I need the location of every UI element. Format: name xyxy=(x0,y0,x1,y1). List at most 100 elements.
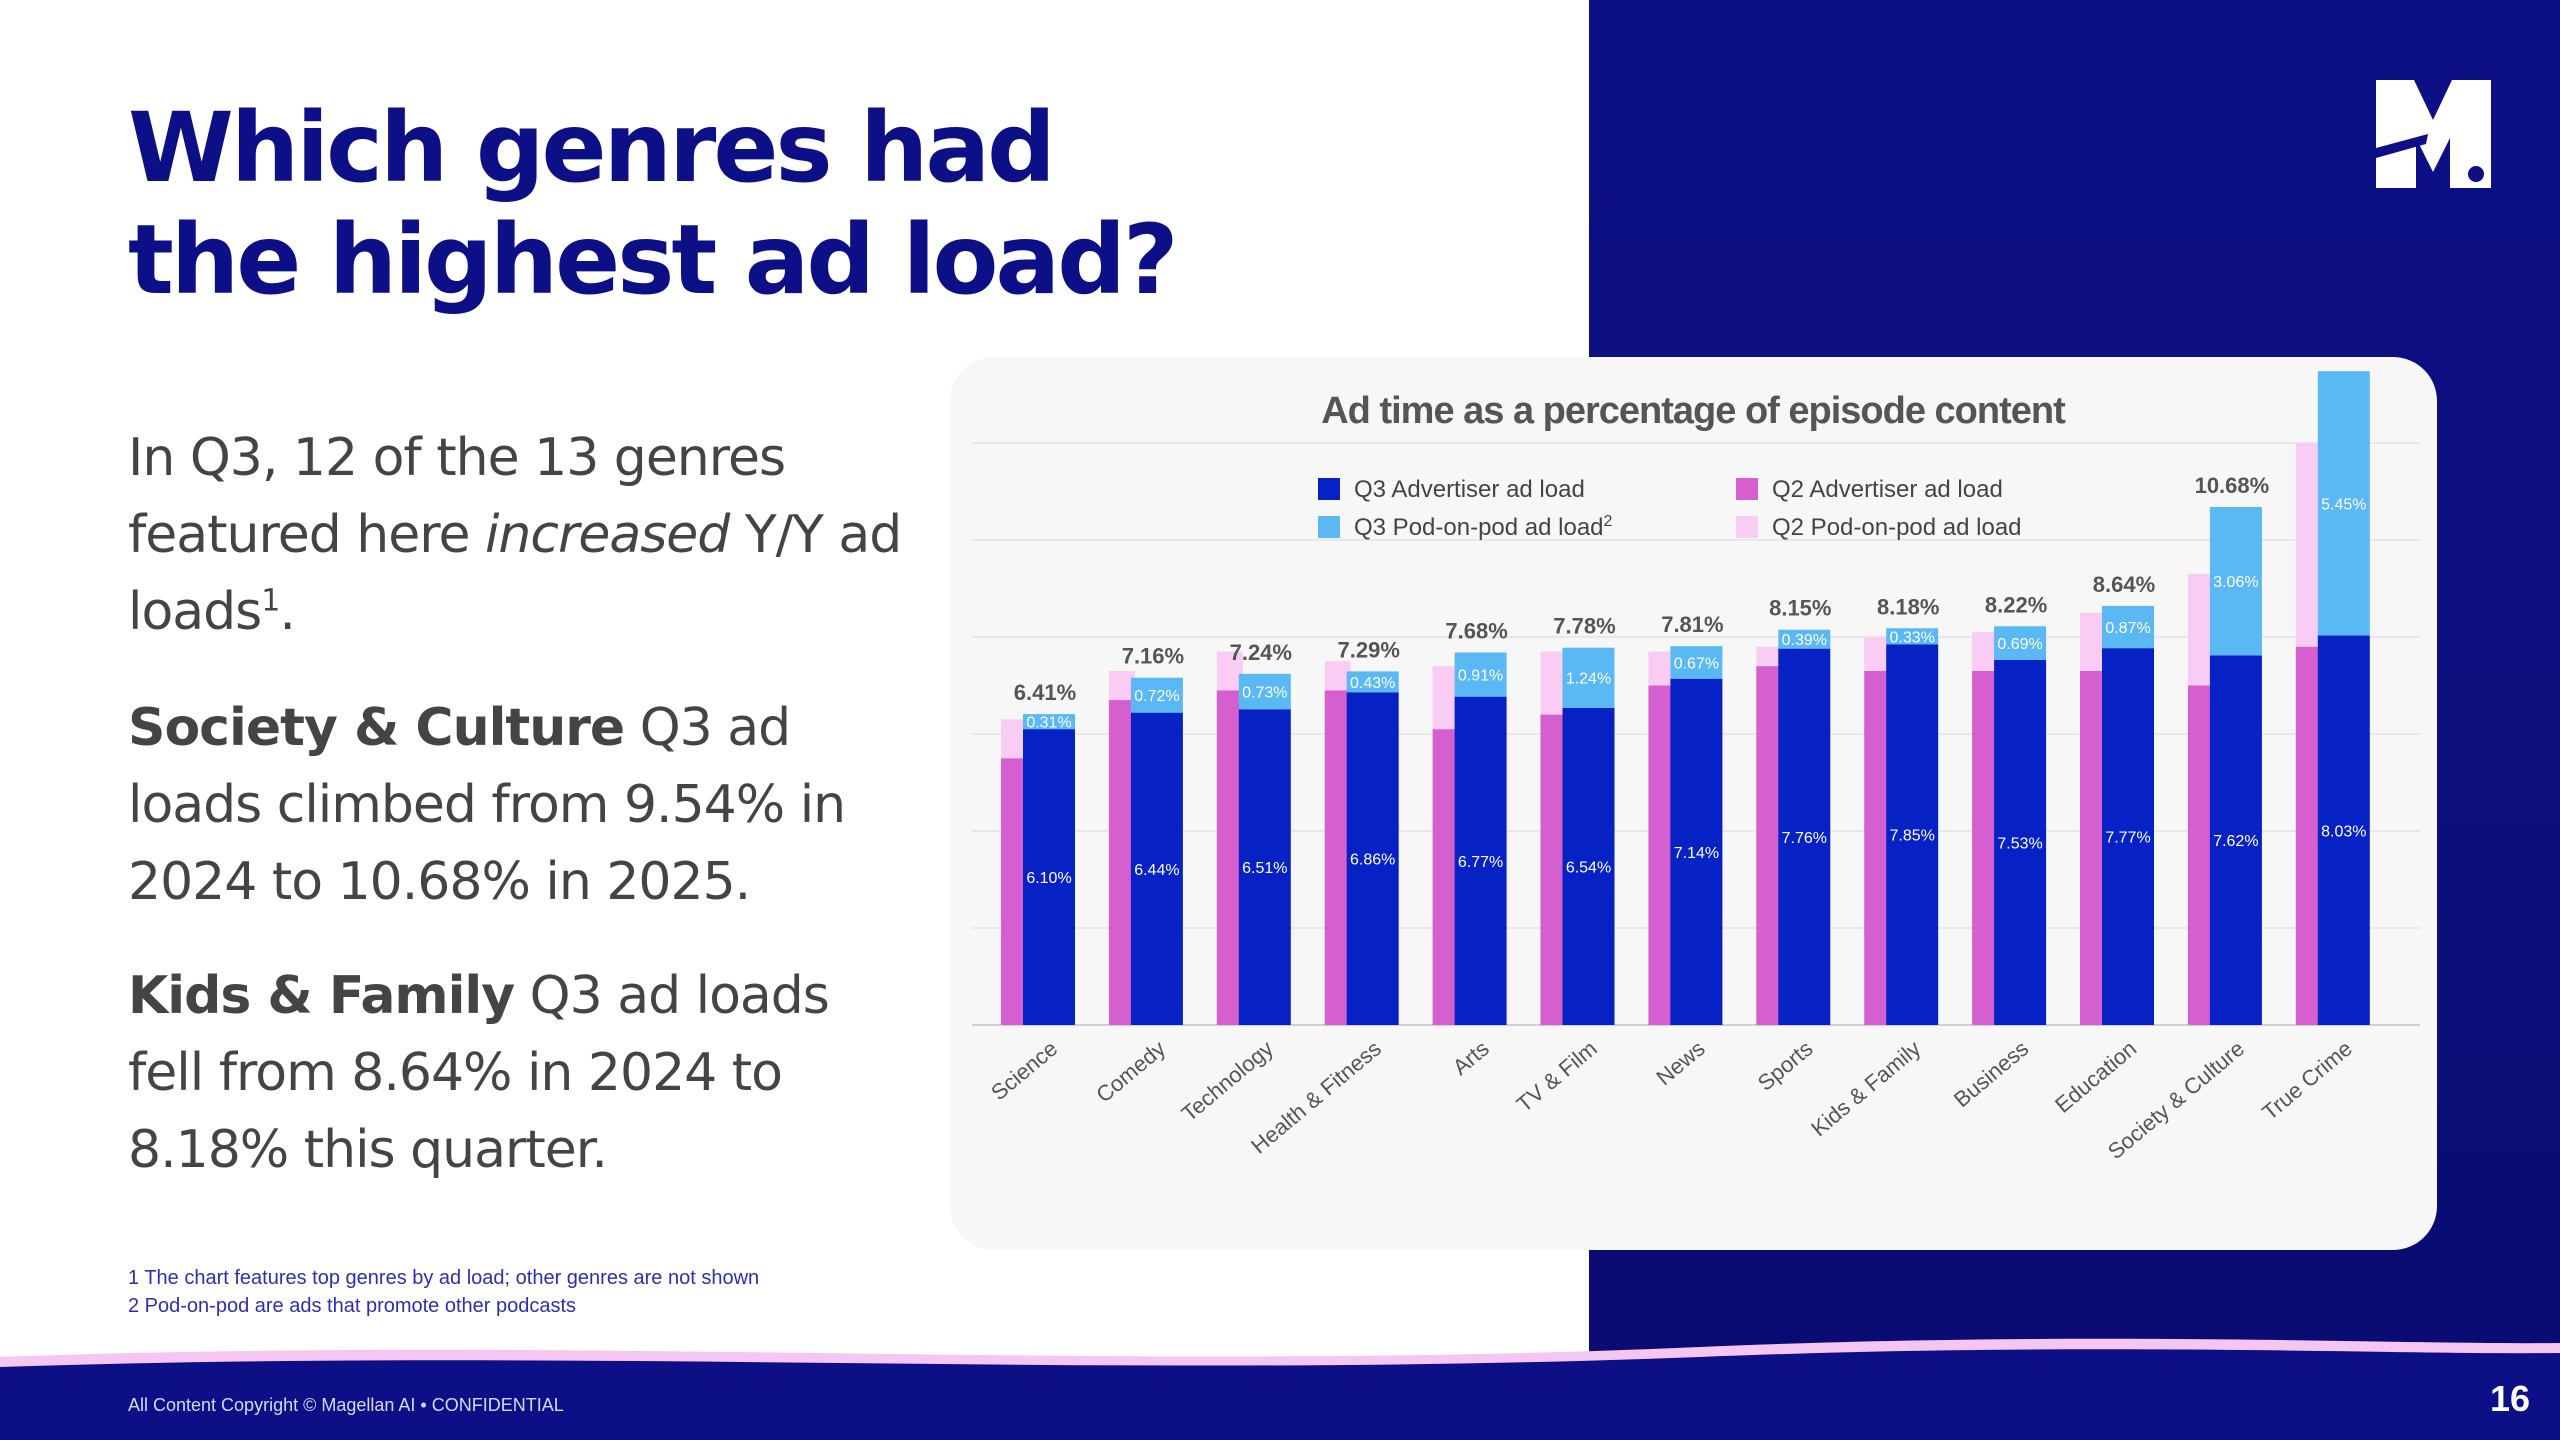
q3-pod-bar xyxy=(1670,646,1723,679)
q2-advertiser-bar xyxy=(1001,758,1027,1025)
legend-swatch xyxy=(1318,516,1340,538)
legend-swatch xyxy=(1736,516,1758,538)
footer-wave-band xyxy=(0,1338,2560,1440)
q3-advertiser-bar xyxy=(1023,729,1075,1025)
page-number: 16 xyxy=(2489,1378,2530,1419)
chart-title: Ad time as a percentage of episode conte… xyxy=(1321,390,2066,432)
legend-swatch xyxy=(1318,478,1340,500)
q3-advertiser-label: 8.03% xyxy=(2321,823,2366,840)
chart-card: Ad time as a percentage of episode conte… xyxy=(950,357,2437,1250)
q3-pod-bar xyxy=(1023,714,1075,730)
q2-pod-bar xyxy=(1540,651,1567,715)
q3-total-label: 13.48% xyxy=(2302,357,2377,362)
q3-advertiser-bar xyxy=(1778,648,1831,1025)
q2-pod-bar xyxy=(1864,636,1891,671)
q3-pod-bar xyxy=(1238,673,1291,710)
q3-total-label: 8.18% xyxy=(1877,594,1939,619)
intro-text-b: Y/Y ad loads xyxy=(128,505,902,642)
x-tick-label: TV & Film xyxy=(1512,1036,1602,1117)
q3-pod-bar xyxy=(2209,507,2262,656)
q3-pod-bar xyxy=(1454,652,1507,697)
q3-advertiser-bar xyxy=(2102,648,2154,1025)
q3-advertiser-label: 6.77% xyxy=(1458,854,1503,871)
q2-pod-bar xyxy=(2295,442,2322,647)
q2-pod-bar xyxy=(1216,651,1243,691)
q3-total-label: 8.15% xyxy=(1769,596,1831,621)
x-tick-label: Kids & Family xyxy=(1806,1036,1925,1142)
society-culture-paragraph: Society & Culture Q3 ad loads climbed fr… xyxy=(128,690,908,921)
q3-pod-bar xyxy=(2102,605,2154,649)
q2-advertiser-bar xyxy=(1324,690,1351,1025)
q3-pod-label: 0.43% xyxy=(1350,675,1395,692)
q3-advertiser-bar xyxy=(2317,635,2370,1025)
intro-emphasis: increased xyxy=(484,505,730,565)
q2-pod-bar xyxy=(1756,646,1783,667)
q3-pod-label: 5.45% xyxy=(2321,496,2366,513)
q2-advertiser-bar xyxy=(1216,690,1243,1025)
q3-advertiser-label: 6.86% xyxy=(1350,852,1395,869)
society-culture-text: Q3 ad loads climbed from 9.54% in 2024 t… xyxy=(128,698,846,912)
q2-pod-bar xyxy=(2080,612,2106,671)
legend-label: Q2 Pod-on-pod ad load xyxy=(1772,514,2022,541)
x-tick-label: Sports xyxy=(1753,1036,1818,1096)
q3-pod-label: 0.31% xyxy=(1026,715,1071,732)
x-tick-label: Technology xyxy=(1177,1036,1278,1127)
q3-pod-label: 0.72% xyxy=(1134,688,1179,705)
q3-pod-bar xyxy=(1346,671,1399,693)
q3-total-label: 10.68% xyxy=(2195,473,2270,498)
q2-pod-bar xyxy=(1108,670,1135,701)
q3-advertiser-bar xyxy=(1238,709,1291,1025)
q3-total-label: 8.22% xyxy=(1985,592,2047,617)
q3-pod-label: 0.69% xyxy=(1997,636,2042,653)
q3-pod-label: 0.33% xyxy=(1890,629,1935,646)
x-tick-label: Science xyxy=(986,1036,1062,1105)
q2-pod-bar xyxy=(1001,719,1027,759)
footnotes: 1 The chart features top genres by ad lo… xyxy=(128,1264,759,1320)
society-culture-highlight: Society & Culture xyxy=(128,698,625,758)
intro-text-a: In Q3, 12 of the 13 genres featured here xyxy=(128,428,786,565)
q3-pod-label: 0.39% xyxy=(1782,632,1827,649)
x-tick-label: Business xyxy=(1949,1036,2033,1113)
footnote-1: 1 The chart features top genres by ad lo… xyxy=(128,1267,760,1289)
q2-advertiser-bar xyxy=(2295,646,2322,1025)
q3-total-label: 8.64% xyxy=(2093,572,2155,597)
q2-pod-bar xyxy=(1972,632,1999,671)
q2-advertiser-bar xyxy=(1648,685,1675,1025)
q3-pod-label: 1.24% xyxy=(1566,671,1611,688)
q3-pod-bar xyxy=(1562,647,1615,708)
copyright-notice: All Content Copyright © Magellan AI • CO… xyxy=(128,1395,564,1415)
q2-pod-bar xyxy=(1432,666,1459,730)
q2-advertiser-bar xyxy=(2080,670,2106,1025)
q2-advertiser-bar xyxy=(1432,729,1459,1025)
q3-total-label: 7.16% xyxy=(1122,644,1184,669)
q3-advertiser-label: 6.44% xyxy=(1134,862,1179,879)
q2-advertiser-bar xyxy=(1864,670,1891,1025)
ad-load-bar-chart: Ad time as a percentage of episode conte… xyxy=(972,357,2420,1164)
q3-advertiser-label: 7.76% xyxy=(1782,830,1827,847)
q3-advertiser-label: 7.62% xyxy=(2213,833,2258,850)
q3-total-label: 7.81% xyxy=(1661,612,1723,637)
q3-pod-bar xyxy=(2317,371,2370,636)
q2-advertiser-bar xyxy=(2187,685,2214,1025)
q2-pod-bar xyxy=(1324,661,1351,691)
q3-advertiser-label: 7.85% xyxy=(1890,828,1935,845)
q3-advertiser-label: 6.54% xyxy=(1566,859,1611,876)
x-tick-label: Arts xyxy=(1448,1036,1494,1080)
magellan-logo xyxy=(2376,80,2491,188)
q3-pod-label: 0.91% xyxy=(1458,668,1503,685)
legend-swatch xyxy=(1736,478,1758,500)
kids-family-highlight: Kids & Family xyxy=(128,966,515,1026)
x-tick-label: Comedy xyxy=(1091,1036,1170,1108)
q3-pod-bar xyxy=(1130,677,1183,713)
legend-label: Q3 Advertiser ad load xyxy=(1354,476,1585,503)
q3-total-label: 7.29% xyxy=(1338,637,1400,662)
q3-advertiser-label: 7.77% xyxy=(2105,830,2150,847)
footnote-2: 2 Pod-on-pod are ads that promote other … xyxy=(128,1295,577,1317)
q3-advertiser-label: 7.14% xyxy=(1674,845,1719,862)
q3-advertiser-bar xyxy=(1886,644,1939,1025)
q2-advertiser-bar xyxy=(1540,714,1567,1025)
q2-advertiser-bar xyxy=(1972,670,1999,1025)
q3-pod-label: 0.73% xyxy=(1242,685,1287,702)
q2-advertiser-bar xyxy=(1756,666,1783,1025)
q3-advertiser-bar xyxy=(1454,696,1507,1025)
